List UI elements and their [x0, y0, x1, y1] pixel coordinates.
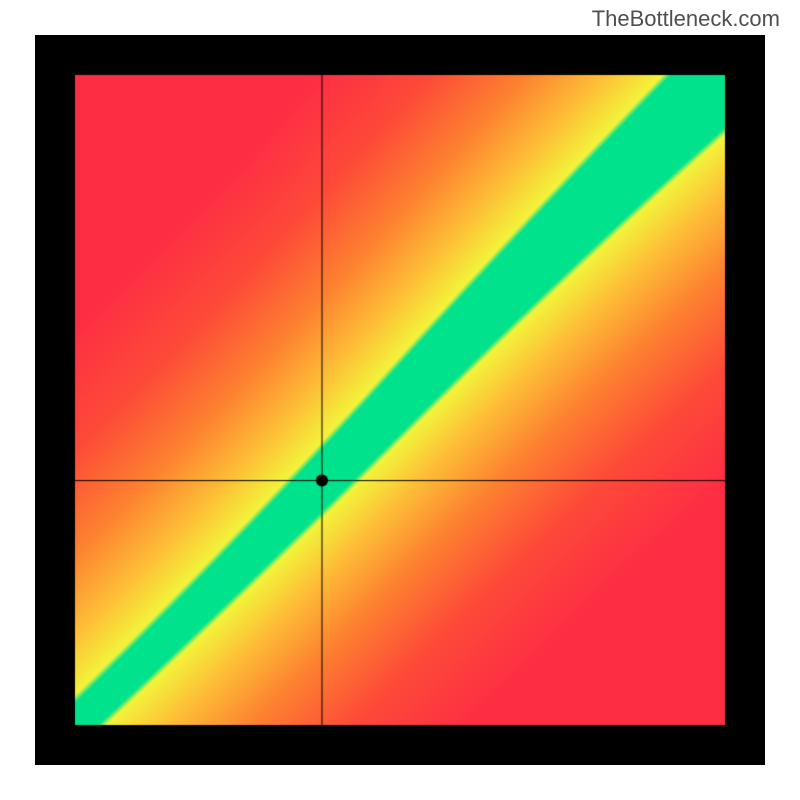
attribution-text: TheBottleneck.com	[592, 6, 780, 32]
bottleneck-heatmap	[35, 35, 765, 765]
